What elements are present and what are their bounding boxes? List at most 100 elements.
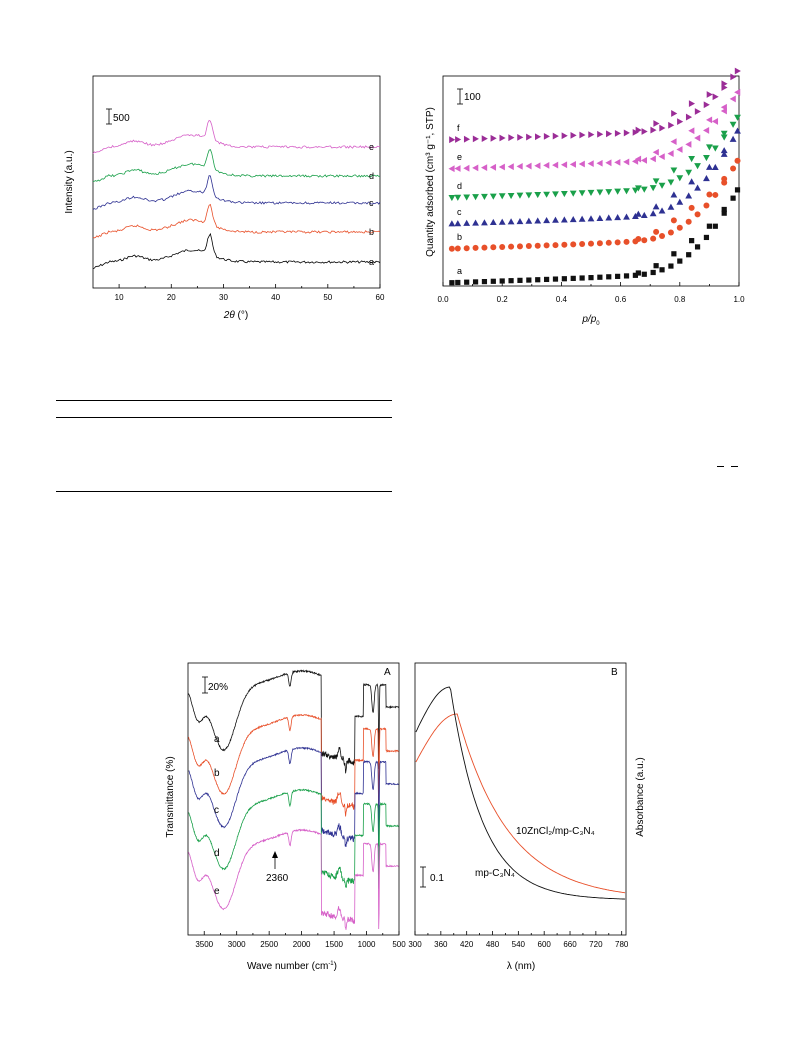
isotherm-desorption-point-a: [721, 206, 727, 213]
isotherm-point-f: [694, 108, 701, 115]
uvvis-y-axis-label: Absorbance (a.u.): [635, 757, 646, 837]
isotherm-desorption-point-b: [670, 217, 677, 224]
isotherm-point-c: [667, 203, 675, 210]
ftir-panel-label: A: [384, 667, 391, 678]
isotherm-point-c: [543, 217, 550, 224]
ftir-tick-label: 3000: [228, 940, 246, 949]
ftir-frame: [187, 662, 400, 936]
isotherm-point-a: [517, 277, 523, 283]
isotherm-point-b: [534, 242, 541, 249]
isotherm-point-e: [463, 164, 470, 172]
isotherm-tick-label: 0.0: [437, 295, 449, 304]
isotherm-point-c: [640, 211, 648, 218]
isotherm-point-c: [525, 217, 533, 224]
uvvis-tick-label: 780: [615, 940, 629, 949]
isotherm-point-b: [481, 244, 488, 251]
isotherm-point-e: [605, 159, 612, 167]
isotherm-point-a: [734, 187, 741, 193]
isotherm-point-e: [685, 140, 692, 148]
isotherm-point-a: [623, 273, 630, 279]
isotherm-tick-label: 1.0: [733, 295, 745, 304]
ftir-tick-label: 2000: [293, 940, 311, 949]
isotherm-label-e: e: [457, 152, 462, 162]
isotherm-point-b: [525, 243, 532, 250]
isotherm-point-a: [730, 195, 736, 201]
isotherm-point-d: [649, 185, 657, 192]
isotherm-point-a: [588, 275, 594, 281]
xrd-series-c: [92, 175, 381, 211]
ftir-label-e: e: [214, 886, 220, 897]
isotherm-point-c: [587, 215, 595, 222]
isotherm-desorption-point-c: [706, 163, 713, 170]
isotherm-point-e: [729, 95, 736, 103]
xrd-label-d: d: [369, 171, 374, 181]
xrd-y-axis-label: Intensity (a.u.): [64, 150, 75, 213]
isotherm-point-d: [685, 169, 693, 176]
isotherm-point-f: [463, 135, 471, 143]
xrd-label-b: b: [369, 227, 374, 237]
xrd-label-a: a: [369, 257, 374, 267]
xrd-series-b: [92, 203, 381, 239]
isotherm-point-a: [606, 274, 612, 280]
isotherm-desorption-point-f: [671, 110, 678, 117]
xrd-label-e: e: [369, 142, 374, 152]
ftir-series-a: [188, 669, 399, 774]
isotherm-point-a: [472, 279, 479, 285]
xrd-x-axis-label-unit: (°): [235, 310, 248, 321]
isotherm-point-b: [685, 218, 692, 225]
uvvis-tick-label: 720: [589, 940, 603, 949]
isotherm-point-f: [552, 132, 559, 140]
isotherm-point-f: [588, 131, 595, 139]
isotherm-point-a: [579, 275, 585, 281]
isotherm-point-a: [703, 234, 710, 241]
isotherm-point-d: [552, 191, 559, 198]
isotherm-point-b: [454, 245, 461, 252]
isotherm-point-e: [560, 161, 568, 169]
isotherm-point-d: [463, 194, 471, 201]
isotherm-desorption-point-d: [688, 156, 696, 163]
xrd-frame: [92, 75, 381, 289]
isotherm-point-f: [535, 133, 542, 141]
isotherm-desorption-point-d: [706, 144, 713, 151]
isotherm-desorption-point-c: [688, 178, 696, 185]
isotherm-point-f: [472, 135, 479, 143]
isotherm-point-f: [561, 132, 568, 140]
isotherm-point-d: [507, 192, 515, 200]
isotherm-point-c: [569, 215, 577, 223]
isotherm-point-f: [659, 124, 666, 132]
xrd-tick-label: 50: [323, 293, 332, 302]
isotherm-point-a: [632, 272, 638, 278]
ftir-series-labels: a b c d e: [214, 734, 220, 897]
isotherm-point-d: [711, 145, 719, 152]
isotherm-tick-label: 0.4: [556, 295, 568, 304]
isotherm-desorption-point-e: [706, 116, 713, 124]
isotherm-desorption-point-a: [689, 238, 695, 244]
isotherm-point-d: [587, 189, 595, 197]
isotherm-point-a: [650, 269, 656, 276]
xrd-series-labels: a b c d e: [369, 142, 374, 267]
isotherm-point-a: [481, 278, 488, 285]
isotherm-point-c: [552, 216, 559, 223]
isotherm-point-c: [448, 220, 456, 227]
isotherm-point-c: [720, 150, 728, 157]
isotherm-point-d: [623, 188, 630, 195]
isotherm-point-c: [489, 218, 497, 226]
isotherm-point-d: [729, 121, 737, 128]
isotherm-point-a: [544, 276, 550, 283]
isotherm-desorption-point-f: [635, 126, 642, 134]
isotherm-point-e: [552, 161, 559, 169]
isotherm-point-a: [535, 277, 541, 283]
isotherm-desorption-point-d: [670, 167, 678, 174]
isotherm-point-b: [552, 242, 559, 249]
ftir-tick-label: 1500: [325, 940, 343, 949]
isotherm-point-c: [658, 207, 666, 214]
isotherm-point-a: [686, 252, 692, 258]
isotherm-point-b: [508, 243, 515, 250]
isotherm-point-a: [526, 277, 532, 283]
xrd-series-e: [92, 119, 381, 155]
isotherm-desorption-point-b: [706, 191, 713, 198]
isotherm-point-a: [597, 274, 603, 280]
isotherm-point-b: [694, 211, 701, 218]
